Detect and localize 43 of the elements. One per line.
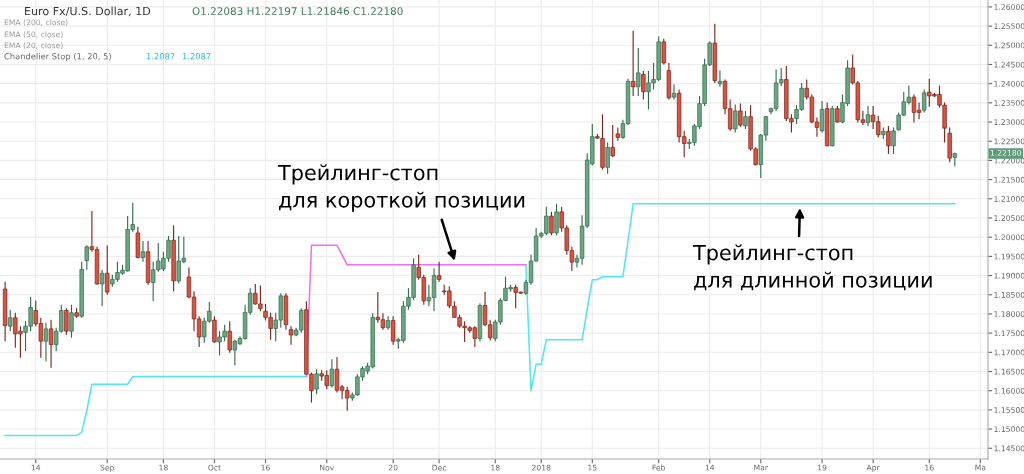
candlestick xyxy=(69,304,74,339)
candlestick xyxy=(819,100,825,133)
candlestick xyxy=(232,339,238,366)
candlestick xyxy=(43,322,49,362)
candlestick xyxy=(717,70,723,88)
candlestick xyxy=(329,358,335,389)
candlestick xyxy=(64,307,69,336)
candlestick xyxy=(630,30,636,97)
annotation: 1.2087 xyxy=(146,53,175,60)
candlestick xyxy=(610,124,615,158)
candlestick xyxy=(212,315,217,344)
candlestick xyxy=(733,103,738,133)
candlestick xyxy=(288,325,294,346)
candlestick xyxy=(390,315,396,346)
candlestick xyxy=(140,240,146,263)
candlestick xyxy=(84,244,89,271)
annotation: Chandelier Stop (1, 20, 5) xyxy=(4,52,111,62)
annotation: O1.22083 H1.22197 L1.21846 C1.22180 xyxy=(192,7,403,16)
annotation: Трейлинг-стоп для длинной позиции xyxy=(692,244,932,291)
candlestick xyxy=(105,245,110,296)
candlestick xyxy=(8,309,13,332)
candlestick xyxy=(436,261,442,283)
candlestick xyxy=(865,105,871,127)
candlestick xyxy=(375,291,381,324)
candlestick xyxy=(549,211,554,236)
annotation: 1.2087 xyxy=(182,53,211,60)
candlestick xyxy=(605,141,610,175)
candlestick xyxy=(314,368,319,395)
annotation: Трейлинг-стоп для короткой позиции xyxy=(277,164,525,212)
candlestick xyxy=(636,47,641,97)
candlestick xyxy=(661,38,666,66)
candlestick xyxy=(48,319,54,369)
candlestick xyxy=(891,126,896,155)
candlestick xyxy=(886,125,891,155)
candlestick xyxy=(641,70,646,100)
candlestick xyxy=(921,88,927,114)
text: Euro Fx/U.S. Dollar, 1D xyxy=(25,6,151,17)
candlestick xyxy=(671,83,677,100)
candlestick xyxy=(554,203,559,236)
candlestick xyxy=(743,110,748,130)
candlestick xyxy=(227,320,232,354)
candlestick xyxy=(99,269,105,307)
candlestick xyxy=(738,103,743,128)
